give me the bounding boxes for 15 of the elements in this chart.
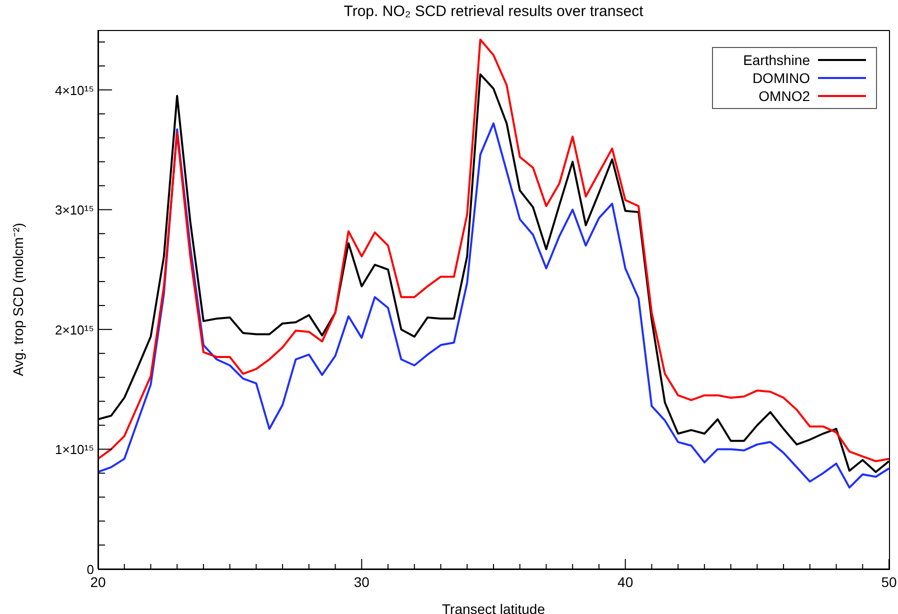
- y-tick-label: 1×10¹⁵: [55, 442, 94, 458]
- legend-label: Earthshine: [743, 52, 810, 68]
- x-tick-label: 30: [354, 574, 370, 590]
- y-axis-title: Avg. trop SCD (molcm⁻²): [10, 222, 26, 376]
- y-tick-label: 2×10¹⁵: [55, 322, 94, 338]
- legend-label: OMNO2: [758, 88, 810, 104]
- x-tick-label: 20: [90, 574, 106, 590]
- y-tick-label: 0: [86, 562, 94, 577]
- x-tick-label: 50: [881, 574, 897, 590]
- y-tick-label: 3×10¹⁵: [55, 202, 94, 218]
- legend-label: DOMINO: [752, 70, 810, 86]
- x-tick-label: 40: [618, 574, 634, 590]
- y-tick-label: 4×10¹⁵: [55, 82, 94, 98]
- x-axis-title: Transect latitude: [442, 601, 546, 614]
- chart-title: Trop. NO₂ SCD retrieval results over transect: [342, 3, 644, 20]
